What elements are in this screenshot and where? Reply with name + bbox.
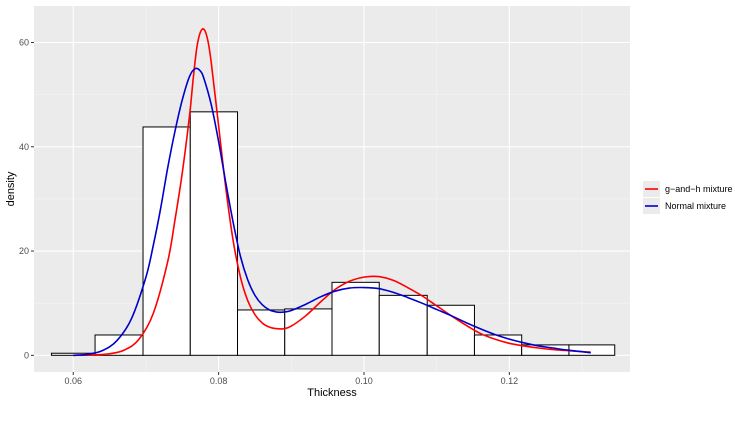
x-tick-label: 0.08: [210, 376, 228, 386]
legend-label-gh: g−and−h mixture: [665, 184, 733, 194]
histogram-bar: [284, 308, 333, 356]
x-tick-label: 0.06: [64, 376, 82, 386]
y-tick-label: 40: [19, 142, 29, 152]
x-tick-label: 0.10: [355, 376, 373, 386]
histogram-bar: [237, 309, 286, 356]
y-axis-title: density: [5, 171, 17, 206]
x-axis: 0.06 0.08 0.10 0.12: [64, 372, 518, 386]
histogram-bar: [189, 111, 239, 356]
histogram-bar: [142, 126, 191, 356]
y-axis: 0 20 40 60: [19, 37, 34, 360]
y-tick-label: 20: [19, 246, 29, 256]
y-tick-label: 60: [19, 37, 29, 47]
x-tick-label: 0.12: [501, 376, 519, 386]
y-tick-label: 0: [24, 350, 29, 360]
histogram-bar: [378, 294, 428, 356]
minor-gridlines: [34, 6, 630, 372]
histogram-bar: [331, 281, 380, 356]
legend: g−and−h mixture Normal mixture: [643, 181, 733, 214]
curve-gh-mixture: [73, 28, 591, 357]
histogram-bars: [50, 111, 616, 356]
histogram-bar: [426, 304, 475, 356]
curve-normal-mixture: [73, 67, 591, 357]
x-axis-title: Thickness: [307, 387, 357, 399]
legend-label-normal: Normal mixture: [665, 201, 726, 211]
legend-item-gh: g−and−h mixture: [643, 181, 733, 197]
histogram-bar: [568, 344, 616, 356]
density-curves: [73, 28, 591, 357]
legend-item-normal: Normal mixture: [643, 198, 726, 214]
